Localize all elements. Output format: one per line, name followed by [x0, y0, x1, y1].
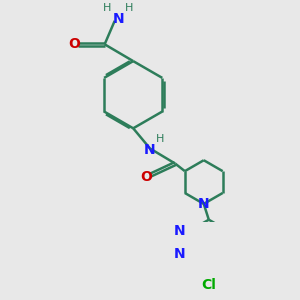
- Text: N: N: [144, 143, 156, 157]
- Text: O: O: [68, 37, 80, 51]
- Text: N: N: [173, 247, 185, 261]
- Text: H: H: [103, 3, 112, 13]
- Text: O: O: [140, 170, 152, 184]
- Text: H: H: [124, 3, 133, 13]
- Text: H: H: [156, 134, 164, 144]
- Text: Cl: Cl: [201, 278, 216, 292]
- Text: N: N: [112, 12, 124, 26]
- Text: N: N: [198, 197, 210, 211]
- Text: N: N: [173, 224, 185, 238]
